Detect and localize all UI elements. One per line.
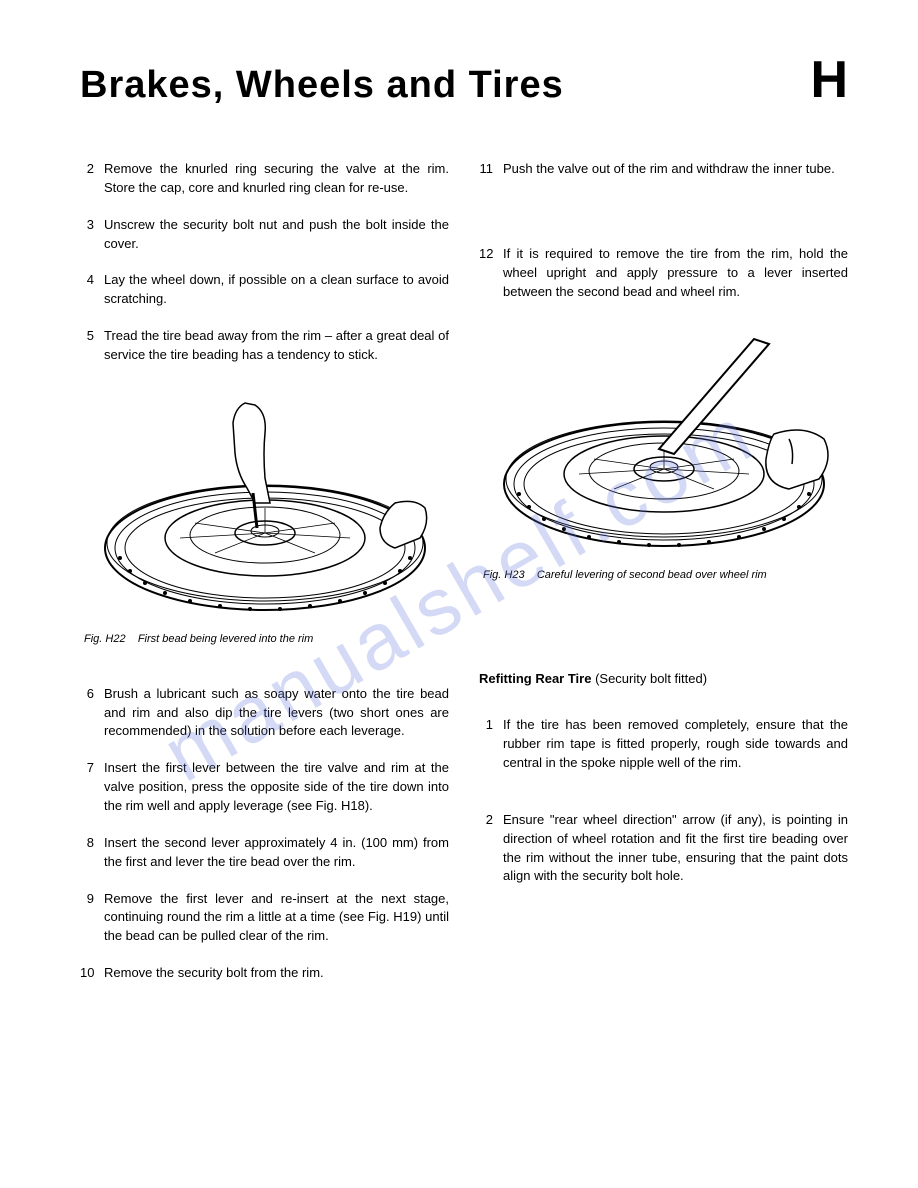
left-column: 2 Remove the knurled ring securing the v… <box>80 160 449 1001</box>
step-item: 4 Lay the wheel down, if possible on a c… <box>80 271 449 309</box>
subheading-bold: Refitting Rear Tire <box>479 671 591 686</box>
step-text: Ensure "rear wheel direction" arrow (if … <box>503 811 848 886</box>
figure-number: Fig. H23 <box>483 569 525 581</box>
step-number: 7 <box>80 759 104 816</box>
step-number: 2 <box>80 160 104 198</box>
content-columns: 2 Remove the knurled ring securing the v… <box>80 160 848 1001</box>
step-item: 3 Unscrew the security bolt nut and push… <box>80 216 449 254</box>
step-text: Lay the wheel down, if possible on a cle… <box>104 271 449 309</box>
section-letter: H <box>810 50 848 110</box>
step-item: 12 If it is required to remove the tire … <box>479 245 848 302</box>
figure-h23 <box>479 319 848 559</box>
figure-caption-text: First bead being levered into the rim <box>138 633 313 645</box>
figure-caption: Fig. H22 First bead being levered into t… <box>80 633 449 645</box>
step-text: Tread the tire bead away from the rim – … <box>104 327 449 365</box>
step-item: 1 If the tire has been removed completel… <box>479 716 848 773</box>
tire-illustration-right <box>494 319 834 559</box>
step-number: 8 <box>80 834 104 872</box>
step-text: Remove the knurled ring securing the val… <box>104 160 449 198</box>
step-text: Insert the second lever approximately 4 … <box>104 834 449 872</box>
figure-caption: Fig. H23 Careful levering of second bead… <box>479 569 848 581</box>
tire-illustration-left <box>95 383 435 623</box>
step-number: 5 <box>80 327 104 365</box>
page-header: Brakes, Wheels and Tires H <box>80 50 848 110</box>
step-item: 5 Tread the tire bead away from the rim … <box>80 327 449 365</box>
step-item: 2 Ensure "rear wheel direction" arrow (i… <box>479 811 848 886</box>
step-number: 4 <box>80 271 104 309</box>
right-column: 11 Push the valve out of the rim and wit… <box>479 160 848 1001</box>
figure-caption-text: Careful levering of second bead over whe… <box>537 569 767 581</box>
figure-h22 <box>80 383 449 623</box>
subheading-rest: (Security bolt fitted) <box>591 671 707 686</box>
step-item: 10 Remove the security bolt from the rim… <box>80 964 449 983</box>
step-text: Insert the first lever between the tire … <box>104 759 449 816</box>
step-number: 9 <box>80 890 104 947</box>
step-number: 6 <box>80 685 104 742</box>
step-item: 9 Remove the first lever and re-insert a… <box>80 890 449 947</box>
step-item: 11 Push the valve out of the rim and wit… <box>479 160 848 179</box>
step-item: 6 Brush a lubricant such as soapy water … <box>80 685 449 742</box>
step-number: 2 <box>479 811 503 886</box>
step-text: Remove the first lever and re-insert at … <box>104 890 449 947</box>
step-text: Unscrew the security bolt nut and push t… <box>104 216 449 254</box>
step-number: 3 <box>80 216 104 254</box>
step-text: Push the valve out of the rim and withdr… <box>503 160 848 179</box>
subheading: Refitting Rear Tire (Security bolt fitte… <box>479 671 848 686</box>
figure-number: Fig. H22 <box>84 633 126 645</box>
step-number: 10 <box>80 964 104 983</box>
step-number: 11 <box>479 160 503 179</box>
step-text: Remove the security bolt from the rim. <box>104 964 449 983</box>
step-text: Brush a lubricant such as soapy water on… <box>104 685 449 742</box>
page-title: Brakes, Wheels and Tires <box>80 64 564 107</box>
step-text: If the tire has been removed completely,… <box>503 716 848 773</box>
step-item: 2 Remove the knurled ring securing the v… <box>80 160 449 198</box>
step-text: If it is required to remove the tire fro… <box>503 245 848 302</box>
step-item: 7 Insert the first lever between the tir… <box>80 759 449 816</box>
step-number: 1 <box>479 716 503 773</box>
step-item: 8 Insert the second lever approximately … <box>80 834 449 872</box>
step-number: 12 <box>479 245 503 302</box>
